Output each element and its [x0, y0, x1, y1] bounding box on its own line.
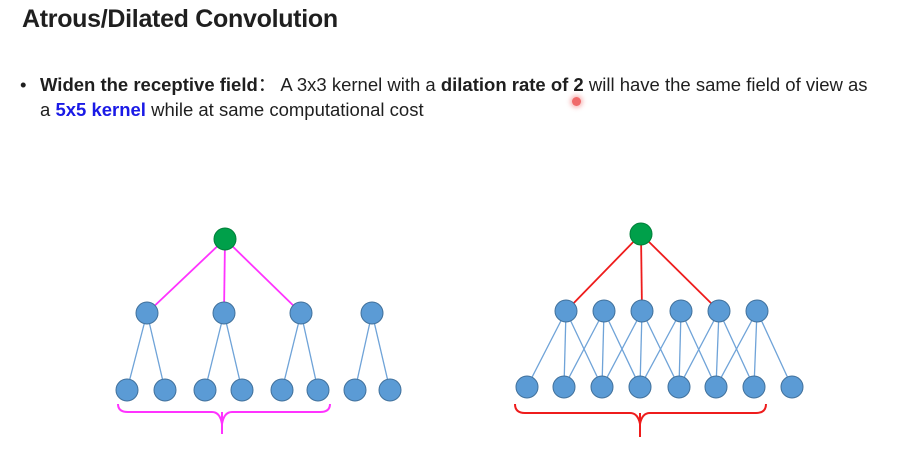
standard-convolution-diagram — [514, 222, 804, 437]
edge — [715, 310, 758, 388]
edge — [563, 310, 567, 388]
input-node — [628, 375, 652, 399]
edge — [563, 310, 605, 388]
dilated-edge — [146, 238, 226, 314]
edge — [371, 312, 391, 391]
edge — [281, 312, 302, 391]
bullet-text: Widen the receptive field： A 3x3 kernel … — [40, 72, 880, 122]
edge — [639, 310, 682, 388]
bullet-text-1: A 3x3 kernel with a — [276, 74, 441, 95]
dilated-convolution-diagram — [115, 227, 402, 434]
kernel-edge — [640, 233, 643, 312]
hidden-node — [289, 301, 313, 325]
input-node — [780, 375, 804, 399]
edge — [715, 310, 720, 388]
hidden-node — [669, 299, 693, 323]
input-node — [153, 378, 177, 402]
hidden-node — [554, 299, 578, 323]
hidden-node — [630, 299, 654, 323]
input-node — [270, 378, 294, 402]
edge — [526, 310, 567, 388]
edge — [601, 310, 605, 388]
edge — [300, 312, 319, 391]
input-node — [704, 375, 728, 399]
edge — [678, 310, 720, 388]
edge — [678, 310, 682, 388]
hidden-node — [212, 301, 236, 325]
input-node — [378, 378, 402, 402]
edge — [753, 310, 758, 388]
input-node — [667, 375, 691, 399]
kernel-edge — [565, 233, 642, 312]
bullet-text-2: will have the same field of view as a — [40, 74, 868, 120]
input-node — [193, 378, 217, 402]
input-node — [115, 378, 139, 402]
edge — [601, 310, 643, 388]
input-node — [306, 378, 330, 402]
dilated-edge — [223, 238, 226, 314]
dilated-edge — [224, 238, 302, 314]
edge — [126, 312, 148, 391]
output-node — [213, 227, 237, 251]
input-node — [590, 375, 614, 399]
receptive-field-brace — [117, 403, 331, 425]
bullet-lead: Widen the receptive field — [40, 74, 258, 95]
hidden-node — [592, 299, 616, 323]
edge — [756, 310, 793, 388]
output-node — [629, 222, 653, 246]
hidden-node — [745, 299, 769, 323]
edge — [204, 312, 225, 391]
input-node — [552, 375, 576, 399]
pointer-cursor — [572, 97, 581, 106]
bullet-marker: • — [20, 74, 27, 95]
bullet-separator: ： — [257, 74, 277, 95]
edge — [639, 310, 643, 388]
slide-title: Atrous/Dilated Convolution — [22, 5, 338, 33]
dilation-rate-emphasis: dilation rate of 2 — [440, 74, 584, 95]
input-node — [230, 378, 254, 402]
input-node — [343, 378, 367, 402]
hidden-node — [135, 301, 159, 325]
bullet-text-3: while at same computational cost — [145, 99, 424, 120]
input-node — [742, 375, 766, 399]
hidden-node — [360, 301, 384, 325]
hidden-node — [707, 299, 731, 323]
kernel-size-emphasis: 5x5 kernel — [55, 99, 146, 120]
edge — [354, 312, 373, 391]
edge — [146, 312, 166, 391]
input-node — [515, 375, 539, 399]
kernel-edge — [640, 233, 720, 312]
edge — [223, 312, 243, 391]
